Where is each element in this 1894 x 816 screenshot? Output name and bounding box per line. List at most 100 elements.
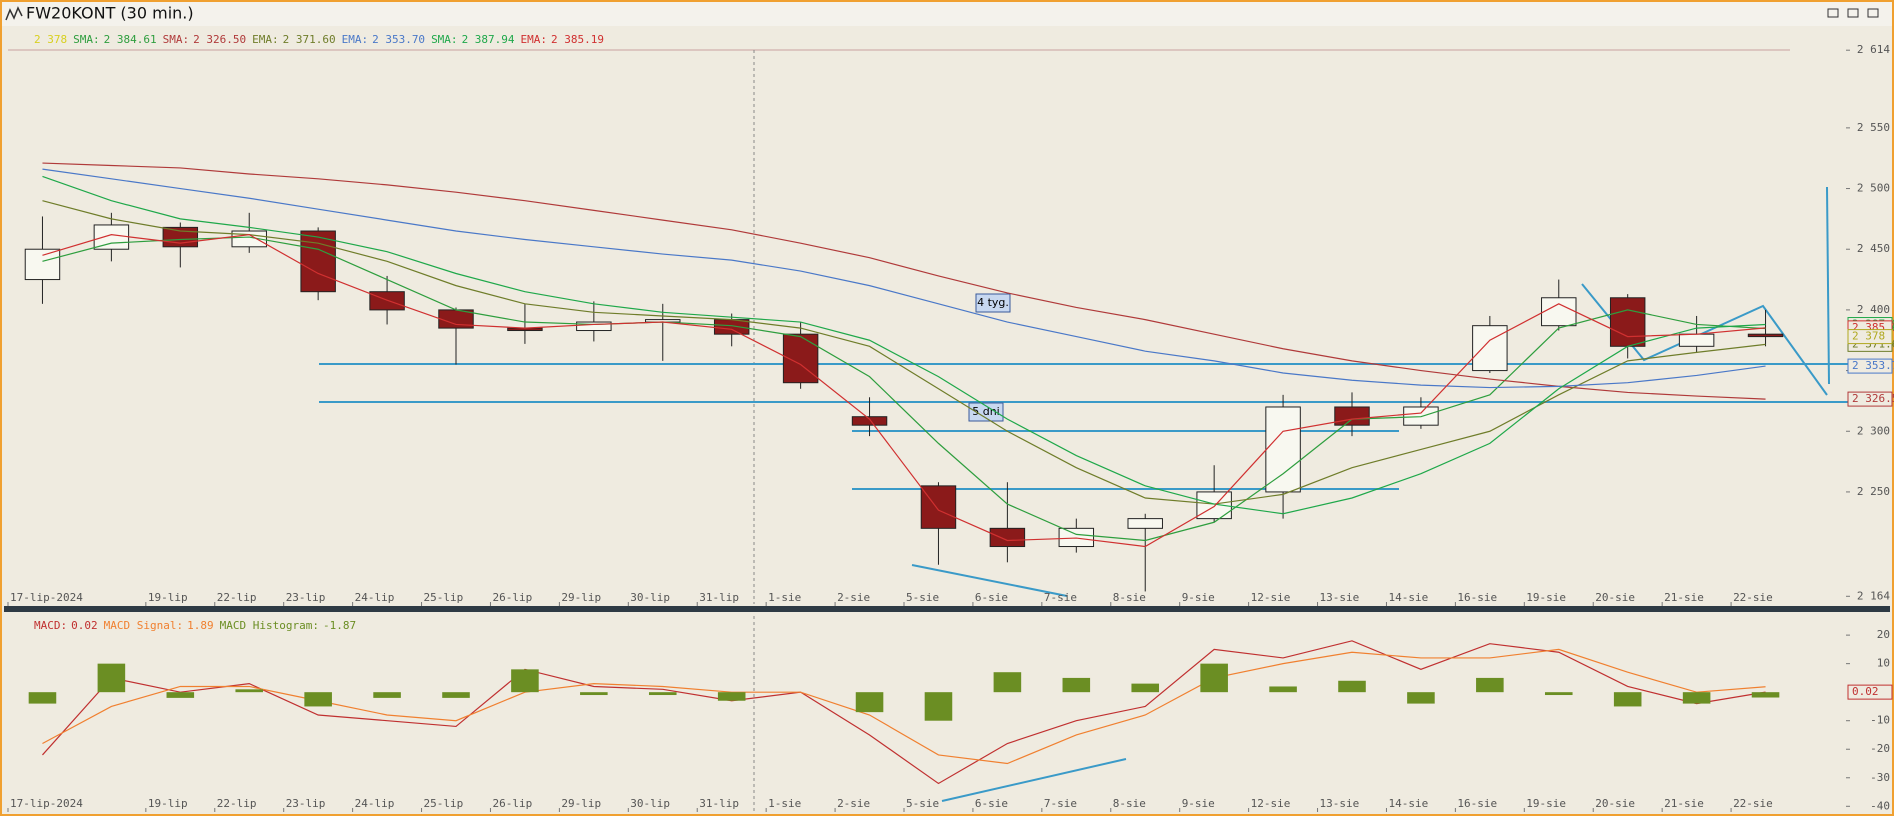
- histogram-bar: [373, 692, 401, 698]
- window-controls[interactable]: [1827, 8, 1879, 18]
- histogram-bar: [1407, 692, 1435, 704]
- x-tick-label: 31-lip: [699, 591, 739, 604]
- histogram-bar: [304, 692, 332, 707]
- trend-line: [911, 564, 1068, 597]
- series-line: [42, 236, 1766, 542]
- series-line: [42, 168, 1766, 389]
- histogram-bar: [1544, 692, 1573, 696]
- histogram-bar: [1062, 677, 1091, 693]
- minimize-button[interactable]: [1827, 8, 1839, 18]
- x-tick-label: 14-sie: [1388, 797, 1428, 810]
- legend-name: SMA:: [73, 33, 100, 46]
- histogram-bar: [717, 692, 746, 701]
- y-tick-label: 2 400: [1857, 303, 1890, 316]
- candle-body: [1334, 406, 1370, 426]
- histogram-bar: [1269, 686, 1297, 693]
- histogram-bar: [648, 692, 677, 696]
- candle-body: [1609, 297, 1646, 347]
- y-tick-label: -40: [1870, 799, 1890, 812]
- chart-icon: [5, 6, 23, 21]
- x-tick-label: 8-sie: [1113, 797, 1146, 810]
- histogram-bar: [1131, 683, 1160, 693]
- restore-button[interactable]: [1847, 8, 1859, 18]
- candle-body: [576, 321, 612, 332]
- legend-name: MACD:: [34, 619, 67, 632]
- histogram-bar: [442, 692, 470, 698]
- histogram-bar: [855, 692, 884, 713]
- y-tick-label: 20: [1877, 628, 1890, 641]
- x-tick-label: 13-sie: [1320, 591, 1360, 604]
- last-value: 0.02: [1852, 685, 1879, 698]
- x-tick-label: 9-sie: [1182, 591, 1215, 604]
- x-tick-label: 25-lip: [424, 797, 464, 810]
- legend-value: 2 326.50: [193, 33, 246, 46]
- chart-title: FW20KONT (30 min.): [26, 4, 194, 23]
- x-tick-label: 21-sie: [1664, 797, 1704, 810]
- y-tick-label: 2 500: [1857, 182, 1890, 195]
- histogram-bar: [1682, 692, 1711, 704]
- x-tick-label: 30-lip: [630, 797, 670, 810]
- x-tick-label: 2-sie: [837, 591, 870, 604]
- x-tick-label: 13-sie: [1320, 797, 1360, 810]
- histogram-bar: [580, 692, 608, 696]
- histogram-bar: [1338, 680, 1366, 693]
- x-tick-label: 1-sie: [768, 797, 801, 810]
- x-tick-label: 2-sie: [837, 797, 870, 810]
- legend: 2 378 SMA: 2 384.61 SMA: 2 326.50 EMA: 2 371.6…: [34, 33, 604, 46]
- legend-name: EMA:: [521, 33, 548, 46]
- x-tick-label: 8-sie: [1113, 591, 1146, 604]
- x-tick-label: 29-lip: [561, 591, 601, 604]
- histogram-bar: [511, 669, 539, 693]
- candle-body: [851, 416, 888, 426]
- panel-separator: [4, 606, 1890, 612]
- x-tick-label: 22-lip: [217, 797, 257, 810]
- candle-body: [93, 224, 130, 250]
- candle-body: [920, 485, 957, 529]
- x-tick-label: 19-sie: [1526, 797, 1566, 810]
- candle-body: [231, 230, 267, 248]
- x-tick-label: 5-sie: [906, 797, 939, 810]
- x-tick-label: 22-lip: [217, 591, 257, 604]
- series-line: [42, 175, 1766, 515]
- candle-body: [300, 230, 336, 293]
- legend-value: 0.02: [71, 619, 98, 632]
- macd-plot: [28, 640, 1780, 785]
- x-tick-label: 21-sie: [1664, 591, 1704, 604]
- histogram-bar: [924, 692, 953, 721]
- x-tick-label: 7-sie: [1044, 797, 1077, 810]
- histogram-bar: [235, 689, 264, 693]
- x-tick-label: 14-sie: [1388, 591, 1428, 604]
- x-tick-label: 26-lip: [492, 797, 532, 810]
- x-tick-label: 17-lip-2024: [10, 797, 83, 810]
- x-tick-label: 19-lip: [148, 797, 188, 810]
- trend-line: [941, 758, 1127, 802]
- candle-body: [24, 248, 61, 281]
- legend: MACD: 0.02 MACD Signal: 1.89 MACD Histogram:…: [34, 619, 356, 632]
- last-value-box: [1847, 329, 1893, 345]
- x-tick-label: 17-lip-2024: [10, 591, 83, 604]
- legend-value: 2 385.19: [551, 33, 604, 46]
- candle-body: [1127, 518, 1163, 529]
- x-tick-label: 22-sie: [1733, 797, 1773, 810]
- x-tick-label: 20-sie: [1595, 591, 1635, 604]
- x-tick-label: 19-lip: [148, 591, 188, 604]
- x-tick-label: 9-sie: [1182, 797, 1215, 810]
- legend-name: SMA:: [163, 33, 190, 46]
- x-tick-label: 29-lip: [561, 797, 601, 810]
- trend-line: [1826, 186, 1830, 385]
- x-tick-label: 31-lip: [699, 797, 739, 810]
- legend-name: EMA:: [342, 33, 369, 46]
- y-tick-label: 2 300: [1857, 424, 1890, 437]
- x-tick-label: 12-sie: [1251, 797, 1291, 810]
- x-tick-label: 7-sie: [1044, 591, 1077, 604]
- legend-name: SMA:: [431, 33, 458, 46]
- x-tick-label: 19-sie: [1526, 591, 1566, 604]
- series-line: [42, 234, 1766, 548]
- x-tick-label: 1-sie: [768, 591, 801, 604]
- x-tick-label: 16-sie: [1457, 591, 1497, 604]
- candle-body: [1472, 325, 1508, 372]
- close-button[interactable]: [1867, 8, 1879, 18]
- y-tick-label: 2 450: [1857, 242, 1890, 255]
